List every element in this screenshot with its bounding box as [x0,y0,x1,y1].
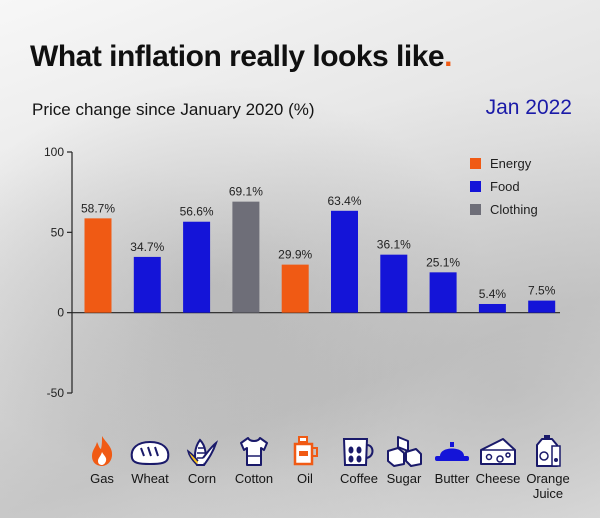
category-label: Sugar [386,471,422,486]
data-label: 5.4% [479,287,507,301]
bar-corn [183,221,211,313]
category-orange-juice: Orange Juice [518,434,578,501]
y-tick-label: 0 [57,306,64,320]
category-coffee: Coffee [329,434,389,486]
legend-swatch-food [470,181,481,192]
data-label: 63.4% [327,194,361,208]
bar-cheese [478,303,506,313]
category-label: Orange Juice [526,471,570,501]
flame-icon [92,436,113,466]
y-tick-label: 50 [51,225,65,239]
data-label: 36.1% [377,238,411,252]
category-label: Cheese [475,471,521,486]
data-label: 25.1% [426,255,460,269]
category-label: Gas [90,471,114,486]
legend-item-food: Food [470,175,538,198]
category-label: Wheat [131,471,169,486]
category-sugar: Sugar [374,434,434,486]
category-corn: Corn [172,434,232,486]
bar-sugar [380,254,408,313]
data-label: 58.7% [81,201,115,215]
category-gas: Gas [72,434,132,486]
bar-coffee [331,210,358,313]
category-label: Oil [297,471,313,486]
y-tick-label: -50 [47,386,65,400]
category-butter: Butter [422,434,482,486]
bar-cotton [232,201,260,313]
page-title: What inflation really looks like. [30,40,452,73]
title-dot: . [444,40,452,73]
category-cheese: Cheese [468,434,528,486]
category-cotton: Cotton [224,434,284,486]
data-label: 34.7% [130,240,164,254]
bar-wheat [133,256,161,313]
bar-butter [429,272,457,313]
tshirt-icon [240,437,268,466]
data-label: 7.5% [528,284,556,298]
coffee-mug-icon [342,438,374,466]
sugar-cubes-icon [387,436,422,467]
bar-orange-juice [528,300,556,313]
category-oil: Oil [275,434,335,486]
corn-icon [186,438,219,466]
legend-label-clothing: Clothing [490,202,538,217]
legend-item-energy: Energy [470,152,538,175]
butter-dish-icon [435,442,469,461]
legend-label-energy: Energy [490,156,532,171]
data-label: 29.9% [278,248,312,262]
juice-carton-icon [536,435,561,467]
chart-legend: Energy Food Clothing [470,152,538,221]
category-label: Cotton [234,471,274,486]
chart-subtitle: Price change since January 2020 (%) [32,100,315,119]
y-tick-label: 100 [44,145,64,159]
cheese-icon [480,438,516,465]
data-label: 56.6% [180,205,214,219]
bread-icon [130,440,170,466]
category-label: Corn [187,471,217,486]
category-label: Butter [434,471,470,486]
bar-oil [281,264,309,313]
legend-label-food: Food [490,179,520,194]
period-label: Jan 2022 [485,96,572,119]
legend-swatch-clothing [470,204,481,215]
oil-can-icon [293,436,318,466]
category-label: Coffee [339,471,379,486]
legend-item-clothing: Clothing [470,198,538,221]
category-wheat: Wheat [120,434,180,486]
category-icons-row: Gas Wheat Corn Cotton Oil [72,434,594,514]
bar-gas [84,218,112,313]
legend-swatch-energy [470,158,481,169]
data-label: 69.1% [229,185,263,199]
